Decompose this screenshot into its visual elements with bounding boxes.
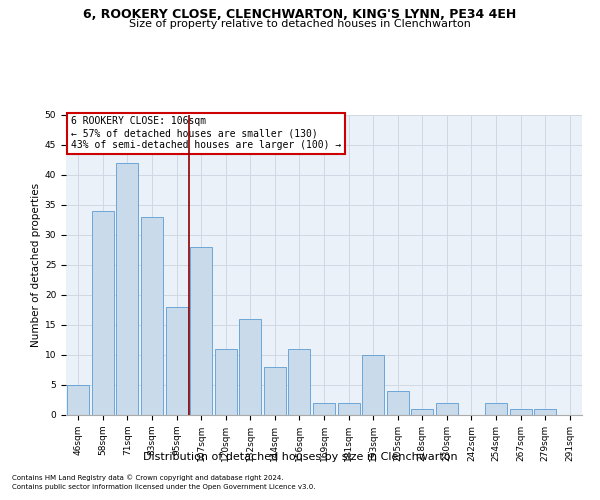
Text: Contains public sector information licensed under the Open Government Licence v3: Contains public sector information licen… [12,484,316,490]
Bar [362,355,384,415]
Bar [436,403,458,415]
Bar [215,349,237,415]
Bar [386,391,409,415]
Bar [264,367,286,415]
Bar [141,217,163,415]
Bar [313,403,335,415]
Text: 6 ROOKERY CLOSE: 106sqm
← 57% of detached houses are smaller (130)
43% of semi-d: 6 ROOKERY CLOSE: 106sqm ← 57% of detache… [71,116,341,150]
Bar [289,349,310,415]
Text: Contains HM Land Registry data © Crown copyright and database right 2024.: Contains HM Land Registry data © Crown c… [12,474,284,481]
Bar [534,409,556,415]
Bar [239,319,262,415]
Bar [116,163,139,415]
Bar [92,211,114,415]
Bar [67,385,89,415]
Bar [338,403,359,415]
Y-axis label: Number of detached properties: Number of detached properties [31,183,41,347]
Text: 6, ROOKERY CLOSE, CLENCHWARTON, KING'S LYNN, PE34 4EH: 6, ROOKERY CLOSE, CLENCHWARTON, KING'S L… [83,8,517,20]
Bar [509,409,532,415]
Text: Distribution of detached houses by size in Clenchwarton: Distribution of detached houses by size … [143,452,457,462]
Bar [485,403,507,415]
Text: Size of property relative to detached houses in Clenchwarton: Size of property relative to detached ho… [129,19,471,29]
Bar [190,247,212,415]
Bar [166,307,188,415]
Bar [411,409,433,415]
